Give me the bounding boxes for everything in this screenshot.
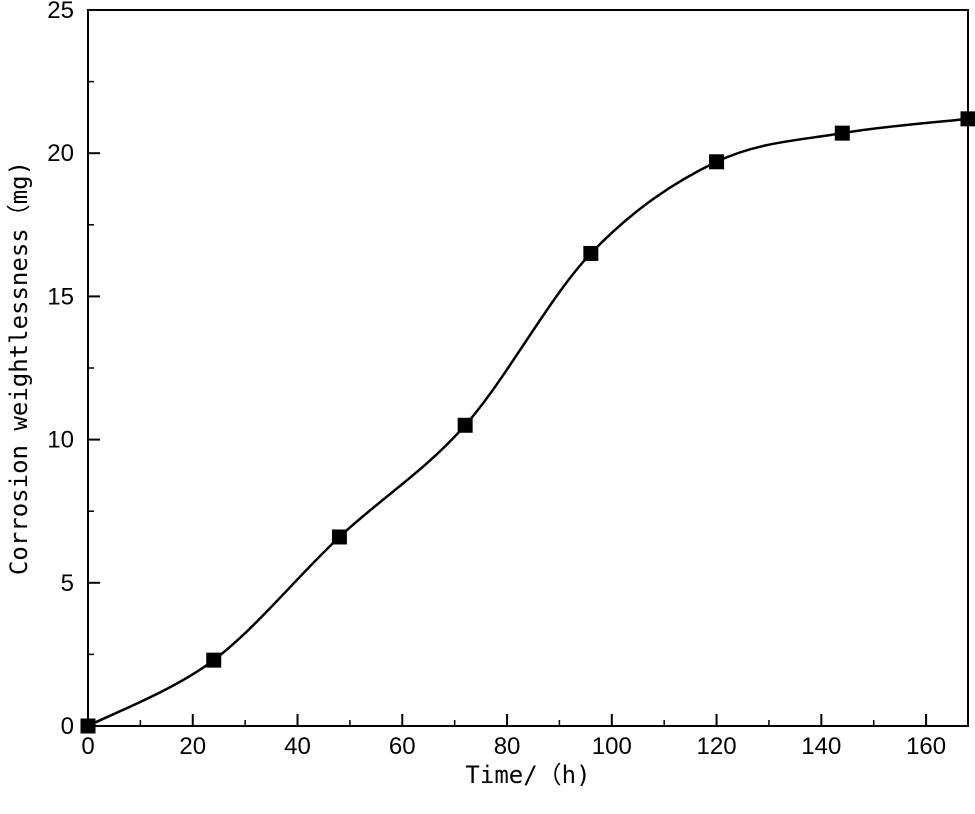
data-point-marker [709,154,725,170]
y-tick-label: 25 [47,0,74,24]
x-axis-ticks: 0 20 40 60 80 100 120 140 160 [81,714,946,760]
plot-frame [87,9,969,727]
x-tick-label: 100 [592,733,632,760]
x-tick-label: 160 [906,733,946,760]
series-line [87,117,969,728]
data-point-marker [960,111,975,127]
x-axis-title: Time/（h) [465,761,590,789]
data-point-marker [80,718,96,734]
x-tick-label: 80 [494,733,521,760]
data-point-marker [206,652,222,668]
x-tick-label: 40 [284,733,311,760]
data-point-marker [834,125,850,141]
y-tick-label: 20 [47,140,74,167]
y-axis-ticks: 0 5 10 15 20 25 [47,0,100,740]
series-markers [80,111,975,734]
data-point-marker [457,417,473,433]
y-tick-label: 0 [61,713,74,740]
x-tick-label: 60 [389,733,416,760]
y-tick-label: 10 [47,427,74,454]
x-tick-label: 20 [179,733,206,760]
x-tick-label: 0 [81,733,94,760]
data-point-marker [583,245,599,261]
y-axis-title: Corrosion weightlessness（mg) [5,161,33,575]
data-point-marker [331,529,347,545]
y-tick-label: 5 [61,570,74,597]
x-tick-label: 120 [697,733,737,760]
x-tick-label: 140 [801,733,841,760]
y-tick-label: 15 [47,283,74,310]
